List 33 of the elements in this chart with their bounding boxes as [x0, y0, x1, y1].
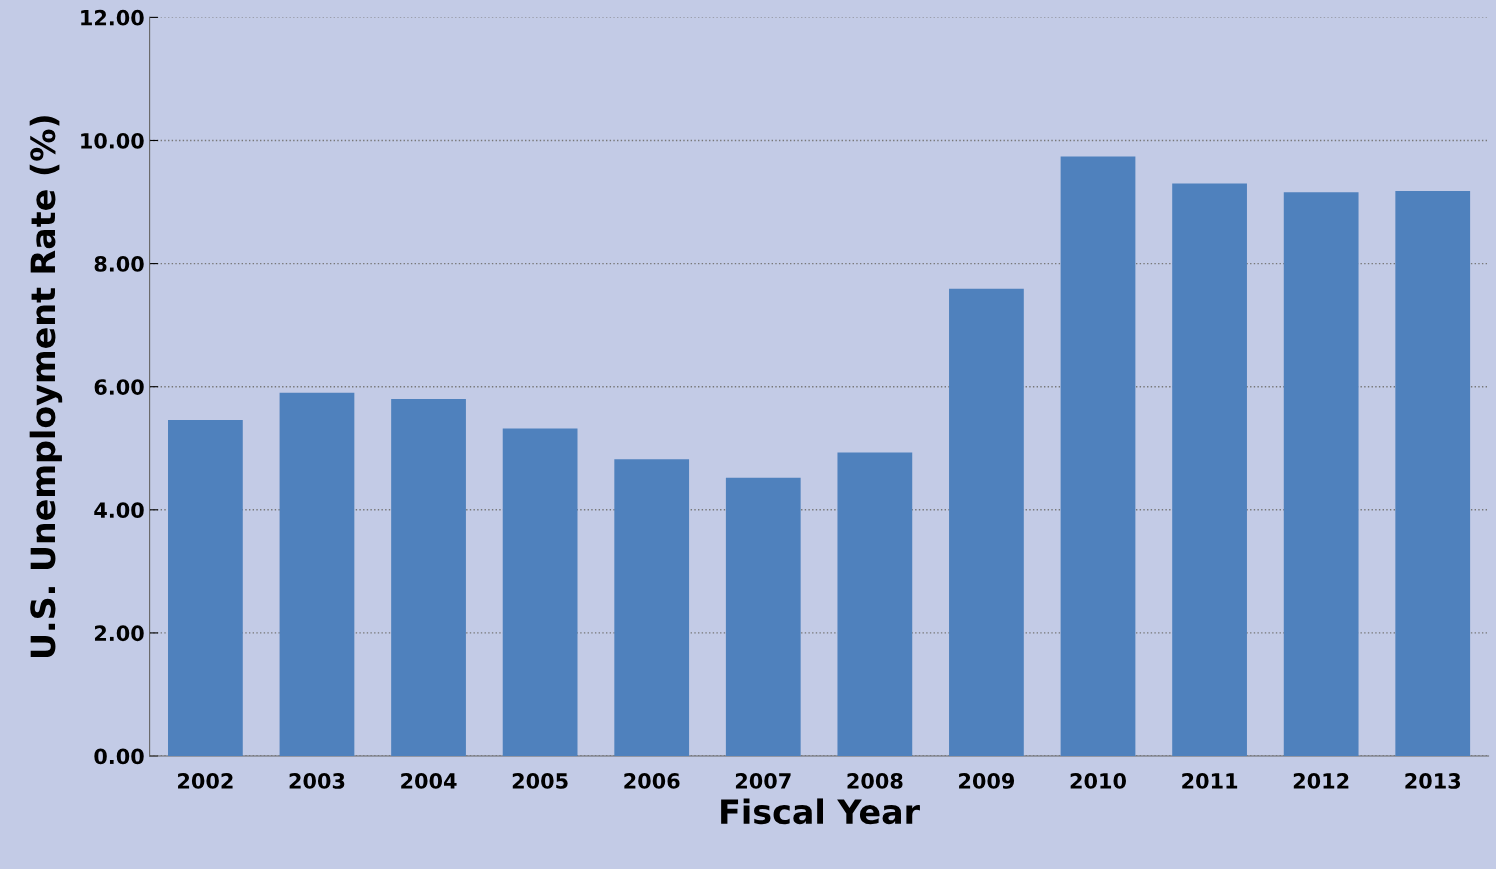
bar [502, 428, 578, 757]
x-tick-label: 2007 [735, 773, 791, 789]
x-tick-label: 2008 [847, 773, 903, 789]
x-tick-label: 2010 [1070, 773, 1126, 789]
bar [1395, 190, 1471, 757]
y-tick-label: 2.00 [94, 625, 144, 642]
x-axis-title: Fiscal Year [721, 798, 920, 825]
bar [168, 419, 243, 757]
y-axis-title: U.S. Unemployment Rate (%) [29, 116, 63, 658]
y-tick-label: 0.00 [94, 748, 144, 765]
bar [614, 459, 690, 757]
x-tick-label: 2004 [401, 773, 457, 789]
bar [725, 477, 801, 757]
bar [391, 399, 466, 757]
x-tick-label: 2009 [959, 773, 1015, 789]
x-tick-label: 2005 [512, 773, 568, 789]
bar [1172, 183, 1247, 757]
bar [1060, 156, 1136, 757]
bar [1283, 192, 1359, 757]
x-tick-label: 2002 [178, 773, 233, 789]
y-tick-label: 6.00 [94, 379, 144, 395]
y-tick-label: 10.00 [81, 132, 144, 149]
x-tick-label: 2003 [289, 773, 345, 789]
y-tick-label: 4.00 [94, 502, 144, 519]
bar [949, 288, 1024, 757]
x-tick-label: 2011 [1182, 773, 1238, 789]
y-tick-label: 12.00 [81, 9, 144, 26]
bar [837, 452, 913, 757]
bar [279, 392, 355, 757]
x-tick-label: 2006 [624, 773, 680, 789]
x-tick-label: 2013 [1405, 773, 1461, 789]
x-tick-label: 2012 [1293, 773, 1349, 789]
y-tick-label: 8.00 [94, 256, 144, 272]
